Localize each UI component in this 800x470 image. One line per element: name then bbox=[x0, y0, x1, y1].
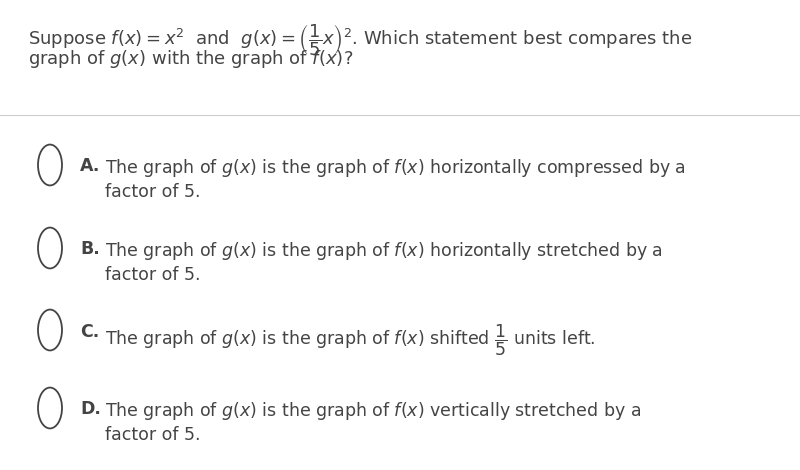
Text: factor of 5.: factor of 5. bbox=[105, 183, 201, 201]
Text: The graph of $g(x)$ is the graph of $f(x)$ vertically stretched by a: The graph of $g(x)$ is the graph of $f(x… bbox=[105, 400, 641, 422]
Text: The graph of $g(x)$ is the graph of $f(x)$ horizontally stretched by a: The graph of $g(x)$ is the graph of $f(x… bbox=[105, 240, 663, 262]
Text: B.: B. bbox=[80, 240, 100, 258]
Text: C.: C. bbox=[80, 323, 99, 341]
Text: D.: D. bbox=[80, 400, 101, 418]
Text: A.: A. bbox=[80, 157, 100, 175]
Text: factor of 5.: factor of 5. bbox=[105, 426, 201, 444]
Text: Suppose $f(x) = x^2$  and  $g(x) = \left(\dfrac{1}{5}x\right)^2$. Which statemen: Suppose $f(x) = x^2$ and $g(x) = \left(\… bbox=[28, 22, 693, 58]
Text: factor of 5.: factor of 5. bbox=[105, 266, 201, 284]
Text: graph of $g(x)$ with the graph of $f(x)$?: graph of $g(x)$ with the graph of $f(x)$… bbox=[28, 48, 354, 70]
Text: The graph of $g(x)$ is the graph of $f(x)$ horizontally compressed by a: The graph of $g(x)$ is the graph of $f(x… bbox=[105, 157, 686, 179]
Text: The graph of $g(x)$ is the graph of $f(x)$ shifted $\dfrac{1}{5}$ units left.: The graph of $g(x)$ is the graph of $f(x… bbox=[105, 323, 595, 359]
